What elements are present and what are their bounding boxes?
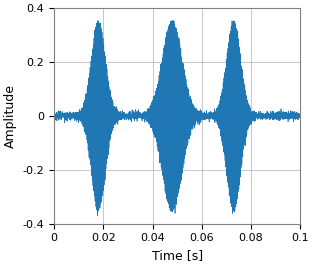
Y-axis label: Amplitude: Amplitude xyxy=(4,84,17,148)
X-axis label: Time [s]: Time [s] xyxy=(151,249,203,262)
